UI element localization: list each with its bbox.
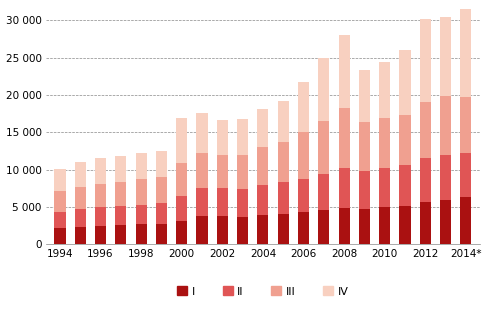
Bar — [135, 224, 146, 244]
Bar — [95, 158, 106, 184]
Bar — [237, 189, 248, 217]
Bar — [439, 96, 450, 155]
Bar — [176, 118, 187, 163]
Bar — [399, 114, 410, 165]
Bar — [115, 225, 126, 244]
Bar — [459, 97, 470, 153]
Bar — [358, 209, 369, 244]
Bar — [419, 19, 430, 102]
Bar — [318, 58, 329, 121]
Bar — [196, 113, 207, 153]
Legend: I, II, III, IV: I, II, III, IV — [172, 282, 352, 301]
Bar — [277, 101, 288, 142]
Bar — [439, 17, 450, 96]
Bar — [75, 227, 85, 244]
Bar — [318, 210, 329, 244]
Bar — [135, 205, 146, 224]
Bar — [75, 209, 85, 227]
Bar — [277, 142, 288, 183]
Bar — [115, 156, 126, 183]
Bar — [156, 224, 167, 244]
Bar — [95, 207, 106, 226]
Bar — [318, 121, 329, 173]
Bar — [419, 102, 430, 158]
Bar — [378, 207, 389, 244]
Bar — [54, 169, 65, 191]
Bar — [459, 198, 470, 244]
Bar — [196, 188, 207, 216]
Bar — [115, 183, 126, 206]
Bar — [176, 221, 187, 244]
Bar — [378, 62, 389, 118]
Bar — [297, 179, 308, 212]
Bar — [419, 202, 430, 244]
Bar — [257, 147, 268, 185]
Bar — [338, 108, 349, 168]
Bar — [176, 163, 187, 196]
Bar — [216, 216, 227, 244]
Bar — [257, 109, 268, 147]
Bar — [115, 206, 126, 225]
Bar — [358, 171, 369, 209]
Bar — [54, 191, 65, 212]
Bar — [176, 196, 187, 221]
Bar — [95, 226, 106, 244]
Bar — [297, 212, 308, 244]
Bar — [399, 206, 410, 244]
Bar — [196, 153, 207, 188]
Bar — [257, 185, 268, 215]
Bar — [399, 50, 410, 114]
Bar — [297, 132, 308, 179]
Bar — [439, 200, 450, 244]
Bar — [297, 82, 308, 132]
Bar — [135, 153, 146, 180]
Bar — [439, 155, 450, 200]
Bar — [277, 183, 288, 214]
Bar — [237, 119, 248, 155]
Bar — [399, 165, 410, 206]
Bar — [95, 184, 106, 207]
Bar — [216, 155, 227, 188]
Bar — [54, 212, 65, 228]
Bar — [378, 118, 389, 168]
Bar — [358, 70, 369, 122]
Bar — [419, 158, 430, 202]
Bar — [156, 177, 167, 203]
Bar — [216, 120, 227, 155]
Bar — [216, 188, 227, 216]
Bar — [459, 9, 470, 97]
Bar — [196, 216, 207, 244]
Bar — [135, 180, 146, 205]
Bar — [75, 162, 85, 187]
Bar — [378, 168, 389, 207]
Bar — [156, 203, 167, 224]
Bar — [75, 187, 85, 209]
Bar — [358, 122, 369, 171]
Bar — [459, 153, 470, 198]
Bar — [237, 217, 248, 244]
Bar — [338, 168, 349, 208]
Bar — [156, 151, 167, 177]
Bar — [338, 36, 349, 108]
Bar — [257, 215, 268, 244]
Bar — [318, 173, 329, 210]
Bar — [237, 155, 248, 189]
Bar — [54, 228, 65, 244]
Bar — [277, 214, 288, 244]
Bar — [338, 208, 349, 244]
